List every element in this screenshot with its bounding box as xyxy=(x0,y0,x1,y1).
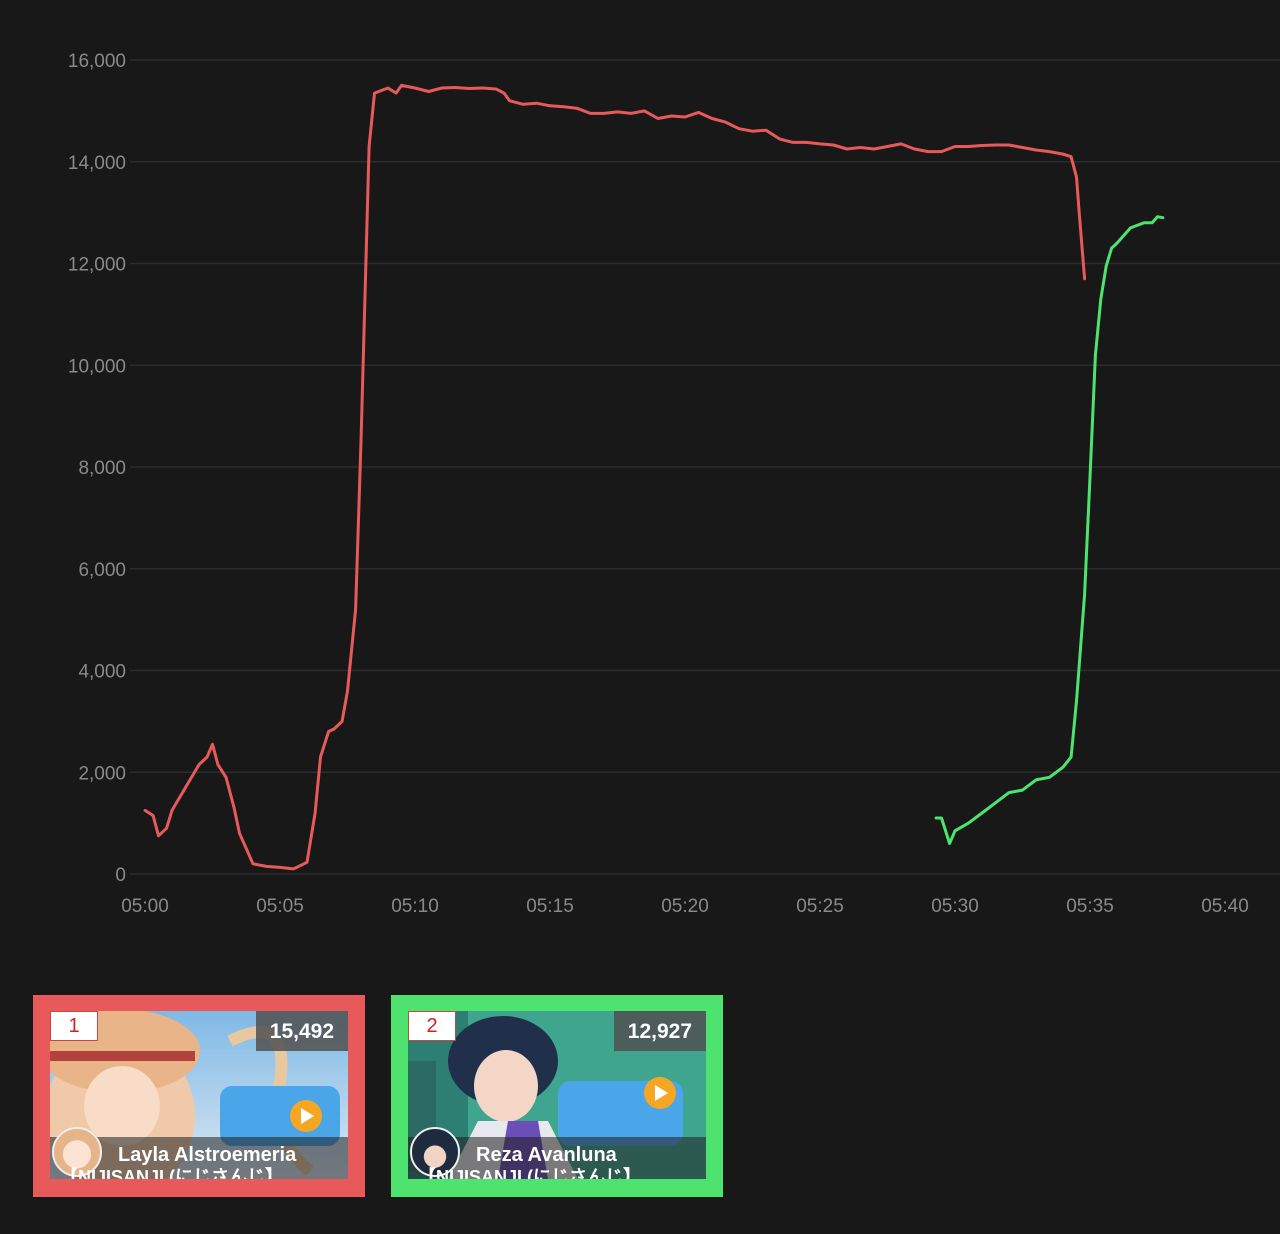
viewer-count-line-chart: 0 2,000 4,000 6,000 8,000 10,000 12,000 14,000 1… xyxy=(68,51,1280,917)
y-tick-label: 14,000 xyxy=(68,153,126,174)
viewer-count-badge: 15,492 xyxy=(255,1011,348,1051)
series-line-1 xyxy=(143,83,1087,871)
x-tick-label: 05:00 xyxy=(121,896,169,917)
stream-thumbnail[interactable]: 2 12,927 Reza Avanluna 【NIJISANJI (にじさんじ… xyxy=(408,1011,706,1179)
rank-badge: 1 xyxy=(50,1011,98,1041)
stream-title-clipped: 【NIJISANJI (にじさんじ】 xyxy=(418,1167,642,1179)
y-axis-ticks: 0 2,000 4,000 6,000 8,000 10,000 12,000 14,000 1… xyxy=(68,51,126,886)
series-line-2 xyxy=(934,215,1165,845)
y-tick-label: 6,000 xyxy=(78,560,126,581)
x-axis-ticks: 05:00 05:05 05:10 05:15 05:20 05:25 05:30 05:35… xyxy=(121,896,1249,917)
stream-thumbnail[interactable]: 1 15,492 Layla Alstroemeria 【NIJISANJI (… xyxy=(50,1011,348,1179)
x-tick-label: 05:15 xyxy=(526,896,574,917)
channel-name: Layla Alstroemeria xyxy=(118,1144,297,1166)
y-tick-label: 10,000 xyxy=(68,356,126,377)
y-tick-label: 12,000 xyxy=(68,255,126,276)
channel-avatar[interactable] xyxy=(52,1127,102,1177)
rank-card-1[interactable]: 1 15,492 Layla Alstroemeria 【NIJISANJI (… xyxy=(33,995,365,1197)
channel-name: Reza Avanluna xyxy=(476,1144,617,1166)
y-tick-label: 2,000 xyxy=(78,763,126,784)
channel-avatar[interactable] xyxy=(410,1127,460,1177)
x-tick-label: 05:40 xyxy=(1201,896,1249,917)
y-tick-label: 16,000 xyxy=(68,51,126,72)
y-tick-label: 8,000 xyxy=(78,458,126,479)
rank-badge: 2 xyxy=(408,1011,456,1041)
rank-card-2[interactable]: 2 12,927 Reza Avanluna 【NIJISANJI (にじさんじ… xyxy=(391,995,723,1197)
grid-lines xyxy=(130,59,1280,875)
x-tick-label: 05:20 xyxy=(661,896,709,917)
x-tick-label: 05:05 xyxy=(256,896,304,917)
y-tick-label: 4,000 xyxy=(78,662,126,683)
x-tick-label: 05:35 xyxy=(1066,896,1114,917)
series-lines xyxy=(143,83,1165,871)
x-tick-label: 05:10 xyxy=(391,896,439,917)
x-tick-label: 05:25 xyxy=(796,896,844,917)
y-tick-label: 0 xyxy=(115,865,126,886)
x-tick-label: 05:30 xyxy=(931,896,979,917)
viewer-count-badge: 12,927 xyxy=(613,1011,706,1051)
stream-title-clipped: 【NIJISANJI (にじさんじ】 xyxy=(60,1167,284,1179)
